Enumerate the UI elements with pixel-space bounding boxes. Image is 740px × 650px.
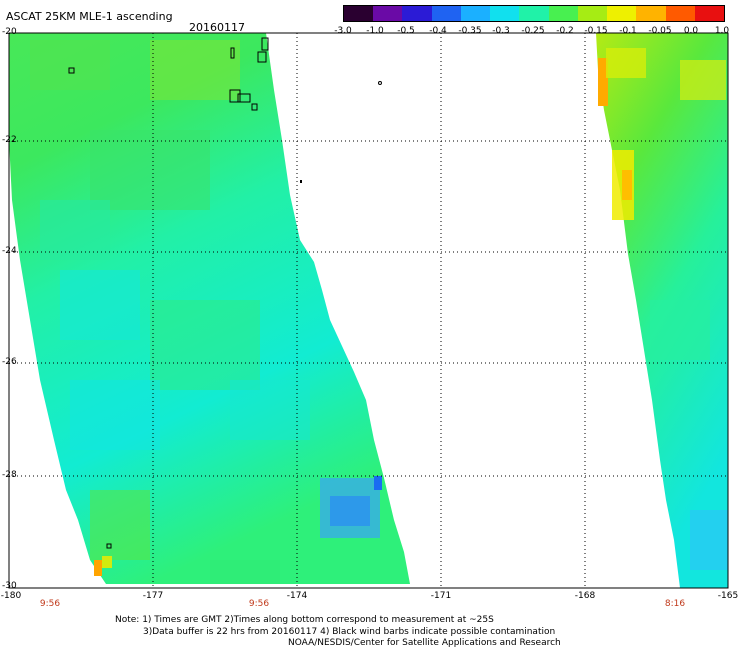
time-label: 9:56 (39, 599, 61, 609)
map-title: ASCAT 25KM MLE-1 ascending (6, 10, 173, 23)
colorbar-segment (548, 6, 578, 21)
colorbar-label: -0.1 (619, 26, 637, 36)
colorbar-segment (460, 6, 491, 21)
lat-label: -22 (2, 135, 17, 145)
colorbar-label: -0.3 (492, 26, 510, 36)
lon-label: -177 (142, 591, 164, 601)
lat-label: -20 (2, 27, 17, 37)
colorbar-label: 1.0 (714, 26, 730, 36)
colorbar-segment (665, 6, 695, 21)
colorbar-segment (490, 6, 520, 21)
colorbar-label: -0.4 (429, 26, 447, 36)
note-line-3: NOAA/NESDIS/Center for Satellite Applica… (288, 638, 561, 648)
colorbar-label: 0.0 (683, 26, 699, 36)
colorbar-label: -3.0 (334, 26, 352, 36)
colorbar-label: -0.05 (648, 26, 672, 36)
swath-left-patches (30, 40, 382, 584)
lon-label: -171 (430, 591, 452, 601)
note-line-1: Note: 1) Times are GMT 2)Times along bot… (115, 615, 494, 625)
colorbar-label: -0.2 (556, 26, 574, 36)
colorbar-labels: -3.0 -1.0 -0.5 -0.4 -0.35 -0.3 -0.25 -0.… (0, 0, 740, 40)
lon-label: -174 (286, 591, 308, 601)
colorbar-segment (431, 6, 461, 21)
lat-label: -24 (2, 246, 17, 256)
lon-label: -180 (0, 591, 22, 601)
colorbar-label: -0.5 (397, 26, 415, 36)
colorbar-segment (344, 6, 374, 21)
islands (68, 37, 382, 549)
colorbar-segment (402, 6, 432, 21)
colorbar-segment (577, 6, 608, 21)
colorbar-label: -0.15 (584, 26, 608, 36)
colorbar-segment (519, 6, 549, 21)
lat-label: -26 (2, 357, 17, 367)
lat-label: -30 (2, 581, 17, 591)
colorbar-segment (636, 6, 666, 21)
colorbar-segment (373, 6, 403, 21)
swath-right-patches (598, 48, 728, 570)
colorbar-segment (607, 6, 637, 21)
time-label: 8:16 (664, 599, 686, 609)
island-dot (300, 180, 302, 183)
colorbar-label: -0.35 (458, 26, 482, 36)
colorbar-segment (694, 6, 725, 21)
lon-label: -165 (717, 591, 739, 601)
note-line-2: 3)Data buffer is 22 hrs from 20160117 4)… (143, 627, 556, 637)
colorbar (343, 5, 725, 22)
lat-label: -28 (2, 470, 17, 480)
colorbar-label: -1.0 (366, 26, 384, 36)
time-label: 9:56 (248, 599, 270, 609)
grid (9, 33, 728, 588)
colorbar-label: -0.25 (521, 26, 545, 36)
lon-label: -168 (574, 591, 596, 601)
map-date: 20160117 (189, 21, 245, 34)
plot-frame (8, 32, 729, 589)
